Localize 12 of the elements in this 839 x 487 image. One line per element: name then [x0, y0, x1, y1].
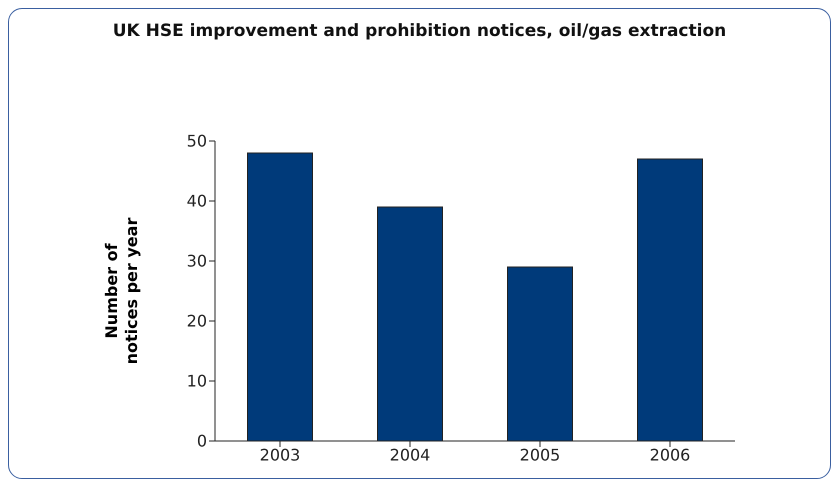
y-tick-label: 20: [186, 312, 207, 331]
y-tick-label: 50: [186, 132, 207, 151]
x-tick-label: 2004: [390, 445, 430, 464]
y-tick-label: 30: [186, 252, 207, 271]
y-axis-title: Number of notices per year: [102, 218, 141, 364]
y-tick-label: 40: [186, 192, 207, 211]
x-tick-label: 2005: [520, 445, 560, 464]
y-tick-label: 10: [186, 372, 207, 391]
chart-title: UK HSE improvement and prohibition notices, oil/gas extraction: [112, 20, 728, 41]
x-tick-label: 2006: [650, 445, 690, 464]
y-tick-label: 0: [196, 432, 207, 451]
x-tick-label: 2003: [260, 445, 300, 464]
